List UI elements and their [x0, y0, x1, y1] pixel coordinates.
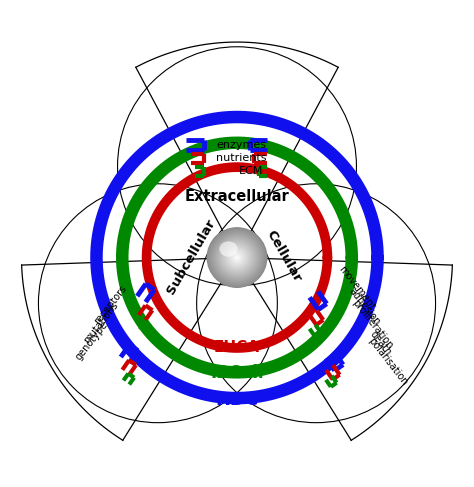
Circle shape [216, 236, 258, 279]
Circle shape [213, 233, 261, 282]
Text: proliferation: proliferation [350, 298, 394, 351]
Text: mutations: mutations [82, 300, 120, 345]
Circle shape [232, 253, 242, 262]
Text: enzymes: enzymes [217, 140, 267, 150]
Circle shape [220, 241, 254, 274]
Text: nutrients: nutrients [217, 153, 267, 163]
Circle shape [219, 239, 255, 276]
Text: genotype: genotype [74, 320, 110, 362]
Ellipse shape [219, 242, 237, 257]
Circle shape [229, 250, 245, 265]
Text: EHCA: EHCA [214, 340, 260, 355]
Circle shape [236, 256, 238, 259]
Text: movement: movement [336, 264, 377, 312]
Circle shape [231, 251, 243, 263]
Text: ECM: ECM [239, 167, 263, 176]
Text: Subcellular: Subcellular [164, 217, 218, 296]
Text: HDC: HDC [215, 392, 259, 410]
Circle shape [210, 230, 264, 285]
Circle shape [208, 228, 266, 286]
Circle shape [223, 244, 251, 271]
Circle shape [211, 232, 263, 283]
Text: IBCell: IBCell [210, 364, 264, 382]
Text: Cellular: Cellular [263, 228, 303, 284]
Text: receptors: receptors [92, 283, 129, 326]
Text: Extracellular: Extracellular [185, 189, 289, 204]
Circle shape [207, 227, 267, 288]
Circle shape [228, 248, 246, 267]
Circle shape [225, 245, 249, 270]
Circle shape [214, 235, 260, 281]
Text: death: death [367, 329, 392, 357]
Text: adhesion: adhesion [346, 286, 382, 327]
Circle shape [222, 243, 252, 273]
Circle shape [227, 247, 247, 268]
Text: polarisation: polarisation [366, 336, 410, 387]
Circle shape [234, 255, 240, 261]
Circle shape [217, 238, 257, 277]
